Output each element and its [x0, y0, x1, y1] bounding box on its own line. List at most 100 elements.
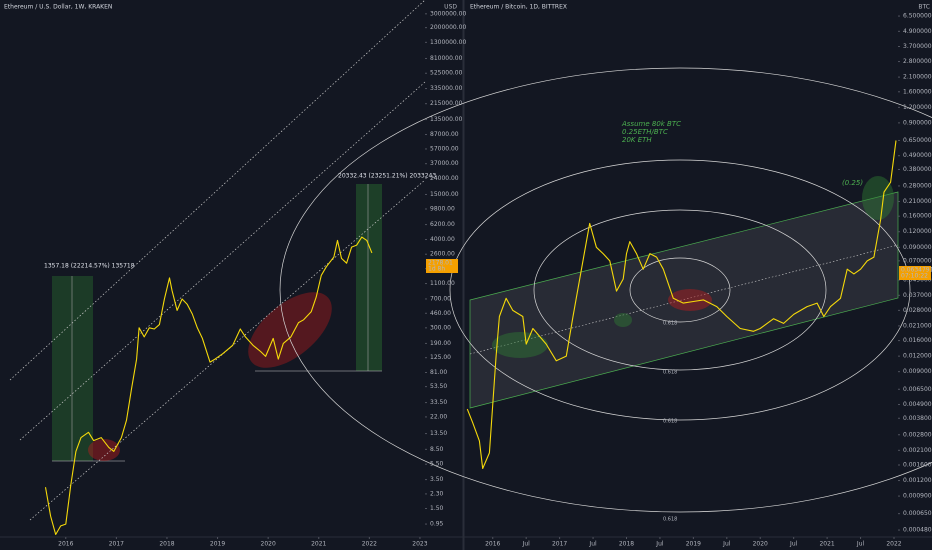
- y-tick-label: 2.1000000: [903, 74, 932, 81]
- y-tick-label: 810000.00: [430, 55, 463, 62]
- y-tick-label: 8.50: [430, 446, 444, 453]
- axis-unit: USD: [444, 4, 457, 11]
- y-tick-label: 1.50: [430, 505, 444, 512]
- time-label: 07:10:22: [901, 273, 928, 280]
- y-tick-label: 13.50: [430, 430, 447, 437]
- x-tick-label: 2019: [686, 541, 701, 548]
- y-tick-label: 0.0004800: [903, 527, 932, 534]
- fib-circle: [279, 67, 932, 513]
- x-tick-label: 2018: [619, 541, 634, 548]
- y-tick-label: 460.00: [430, 310, 451, 317]
- y-tick-label: 2600.00: [430, 251, 455, 258]
- annotation: Assume 80k BTC: [621, 120, 681, 128]
- price-label: 2178.01: [428, 260, 453, 267]
- y-tick-label: 1300000.00: [430, 39, 466, 46]
- y-tick-label: 53.50: [430, 383, 447, 390]
- y-tick-label: 33.50: [430, 399, 447, 406]
- price-line: [44, 236, 373, 536]
- price-label: 0.06347918: [901, 267, 932, 274]
- x-tick-label: Jul: [522, 541, 531, 548]
- y-tick-label: 1.2000000: [903, 104, 932, 111]
- x-tick-label: 2022: [362, 541, 377, 548]
- y-tick-label: 24000.00: [430, 175, 459, 182]
- green-ellipse: [862, 176, 894, 220]
- x-tick-label: 2017: [109, 541, 124, 548]
- y-tick-label: 190.00: [430, 340, 451, 347]
- x-tick-label: 2016: [485, 541, 500, 548]
- annotation: 0.618: [663, 419, 677, 425]
- y-tick-label: 135000.00: [430, 116, 463, 123]
- x-tick-label: Jul: [588, 541, 597, 548]
- annotation: 20K ETH: [622, 136, 652, 144]
- green-box: [356, 184, 382, 371]
- x-tick-label: Jul: [856, 541, 865, 548]
- y-tick-label: 2.8000000: [903, 58, 932, 65]
- y-tick-label: 6.5000000: [903, 13, 932, 20]
- y-tick-label: 37000.00: [430, 160, 459, 167]
- red-ellipse: [88, 439, 120, 461]
- red-ellipse: [668, 289, 712, 311]
- y-tick-label: 87000.00: [430, 131, 459, 138]
- annotation: 0.618: [663, 517, 677, 523]
- fib-circle: [449, 159, 911, 421]
- y-tick-label: 1.6000000: [903, 88, 932, 95]
- panel-title: Ethereum / U.S. Dollar, 1W, KRAKEN: [4, 4, 112, 11]
- green-box: [52, 276, 93, 461]
- green-ellipse: [492, 332, 548, 358]
- y-tick-label: 0.95: [430, 521, 444, 528]
- price-line: [466, 140, 897, 470]
- y-tick-label: 15000.00: [430, 191, 459, 198]
- fib-circle: [629, 257, 731, 323]
- axis-unit: BTC: [918, 4, 930, 11]
- left-drawings: [9, 0, 426, 521]
- y-tick-label: 300.00: [430, 324, 451, 331]
- x-tick-label: 2020: [261, 541, 276, 548]
- channel: [469, 191, 899, 409]
- x-tick-label: Jul: [789, 541, 798, 548]
- y-tick-label: 2000000.00: [430, 24, 466, 31]
- channel-line: [29, 179, 426, 521]
- x-tick-label: 2021: [311, 541, 326, 548]
- x-tick-label: Jul: [655, 541, 664, 548]
- annotation: (0.25): [842, 179, 863, 187]
- annotation: 20332.43 (23251.21%) 2033243: [338, 173, 436, 180]
- x-tick-label: Jul: [722, 541, 731, 548]
- channel-line: [9, 0, 426, 381]
- y-tick-label: 81.00: [430, 369, 447, 376]
- y-tick-label: 335000.00: [430, 85, 463, 92]
- x-tick-label: 2016: [58, 541, 73, 548]
- x-tick-label: 2019: [210, 541, 225, 548]
- y-tick-label: 215000.00: [430, 100, 463, 107]
- y-tick-label: 2.30: [430, 490, 444, 497]
- x-tick-label: 2020: [753, 541, 768, 548]
- time-label: 1d 8h: [428, 266, 445, 273]
- y-tick-label: 700.00: [430, 295, 451, 302]
- fib-circle: [533, 209, 827, 371]
- price-tag: [899, 266, 931, 280]
- green-ellipse: [614, 313, 632, 327]
- y-tick-label: 6200.00: [430, 221, 455, 228]
- y-tick-label: 1100.00: [430, 280, 455, 287]
